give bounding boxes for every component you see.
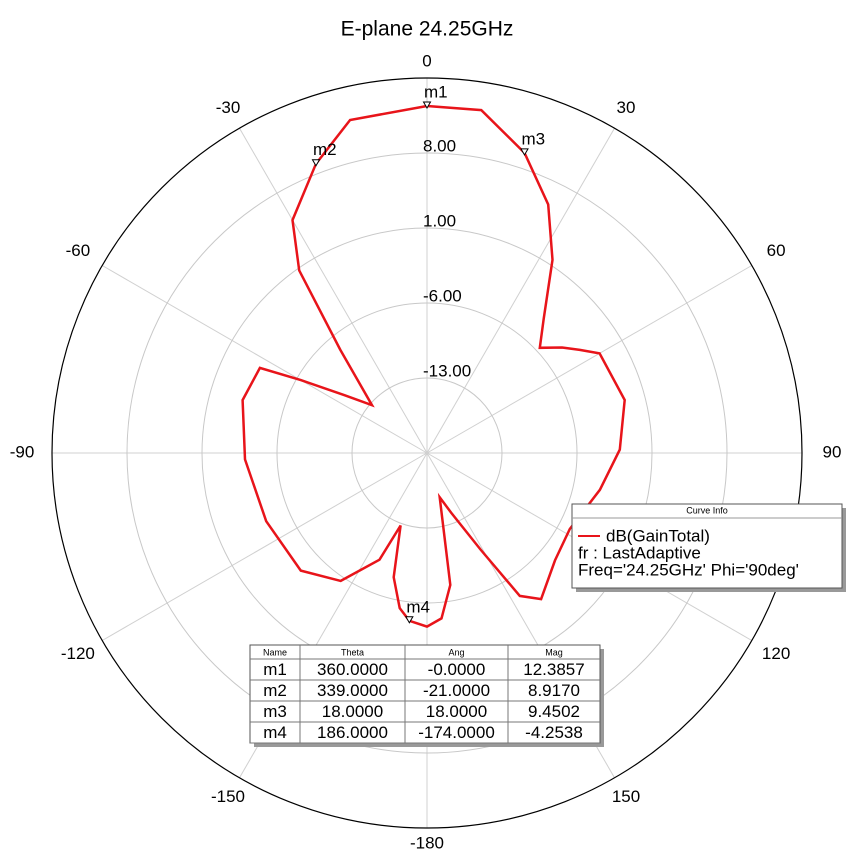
marker bbox=[311, 159, 321, 167]
table-cell: 8.9170 bbox=[528, 681, 580, 700]
angle-tick-label: -60 bbox=[66, 241, 91, 260]
legend-entry: dB(GainTotal) bbox=[606, 526, 710, 545]
table-header: Theta bbox=[341, 647, 364, 657]
table-cell: m1 bbox=[263, 660, 287, 679]
angle-tick-label: 90 bbox=[823, 442, 842, 461]
table-header: Mag bbox=[545, 647, 563, 657]
spoke-grid-line bbox=[426, 265, 753, 454]
ring-grid-line bbox=[126, 152, 728, 754]
table-cell: 186.0000 bbox=[317, 723, 388, 742]
marker bbox=[422, 101, 432, 110]
table-cell: 9.4502 bbox=[528, 702, 580, 721]
angle-tick-label: -150 bbox=[211, 787, 245, 806]
legend: Curve Info dB(GainTotal)fr : LastAdaptive… bbox=[571, 503, 846, 592]
table-cell: -21.0000 bbox=[423, 681, 490, 700]
spoke-grid-line bbox=[101, 265, 428, 454]
angle-tick-label: -30 bbox=[216, 98, 241, 117]
table-cell: 18.0000 bbox=[426, 702, 487, 721]
table-cell: -174.0000 bbox=[418, 723, 495, 742]
angle-tick-label: -90 bbox=[10, 442, 35, 461]
marker-label: m3 bbox=[522, 129, 546, 148]
ring-grid-line bbox=[276, 302, 578, 604]
marker-table: Name Theta Ang Mag m1 360.0000 -0.0000 12.3857 m… bbox=[249, 644, 604, 747]
legend-title: Curve Info bbox=[686, 505, 728, 515]
table-header: Ang bbox=[448, 647, 464, 657]
angle-tick-label: -120 bbox=[61, 644, 95, 663]
table-cell: m4 bbox=[263, 723, 287, 742]
table-cell: 12.3857 bbox=[523, 660, 584, 679]
table-cell: -0.0000 bbox=[428, 660, 486, 679]
table-cell: 18.0000 bbox=[322, 702, 383, 721]
marker-label: m2 bbox=[313, 140, 337, 159]
outer-circle bbox=[51, 77, 803, 829]
angle-tick-label: 60 bbox=[767, 241, 786, 260]
r-tick-label: -13.00 bbox=[423, 361, 471, 380]
spoke-grid-line bbox=[239, 127, 428, 454]
chart-title: E-plane 24.25GHz bbox=[341, 18, 514, 41]
angle-tick-label: 0 bbox=[422, 51, 431, 70]
r-tick-label: 8.00 bbox=[423, 136, 456, 155]
angle-tick-label: -180 bbox=[410, 833, 444, 852]
table-cell: -4.2538 bbox=[525, 723, 583, 742]
table-cell: m2 bbox=[263, 681, 287, 700]
marker-label: m4 bbox=[406, 597, 430, 616]
spoke-grid-line bbox=[426, 127, 615, 454]
marker-label: m1 bbox=[424, 82, 448, 101]
r-tick-label: 1.00 bbox=[423, 211, 456, 230]
angle-tick-label: 150 bbox=[612, 787, 640, 806]
table-cell: 339.0000 bbox=[317, 681, 388, 700]
marker bbox=[404, 616, 414, 624]
table-box bbox=[249, 644, 601, 744]
angle-tick-label: 30 bbox=[617, 98, 636, 117]
r-tick-label: -6.00 bbox=[423, 286, 462, 305]
pattern-line bbox=[241, 104, 626, 628]
table-cell: m3 bbox=[263, 702, 287, 721]
table-cell: 360.0000 bbox=[317, 660, 388, 679]
legend-line: Freq='24.25GHz' Phi='90deg' bbox=[578, 560, 799, 579]
ring-grid-line bbox=[351, 377, 503, 529]
legend-line: fr : LastAdaptive bbox=[578, 543, 701, 562]
table-header: Name bbox=[263, 647, 287, 657]
marker bbox=[520, 148, 529, 156]
angle-tick-label: 120 bbox=[762, 644, 790, 663]
spoke-grid-line bbox=[101, 452, 428, 641]
